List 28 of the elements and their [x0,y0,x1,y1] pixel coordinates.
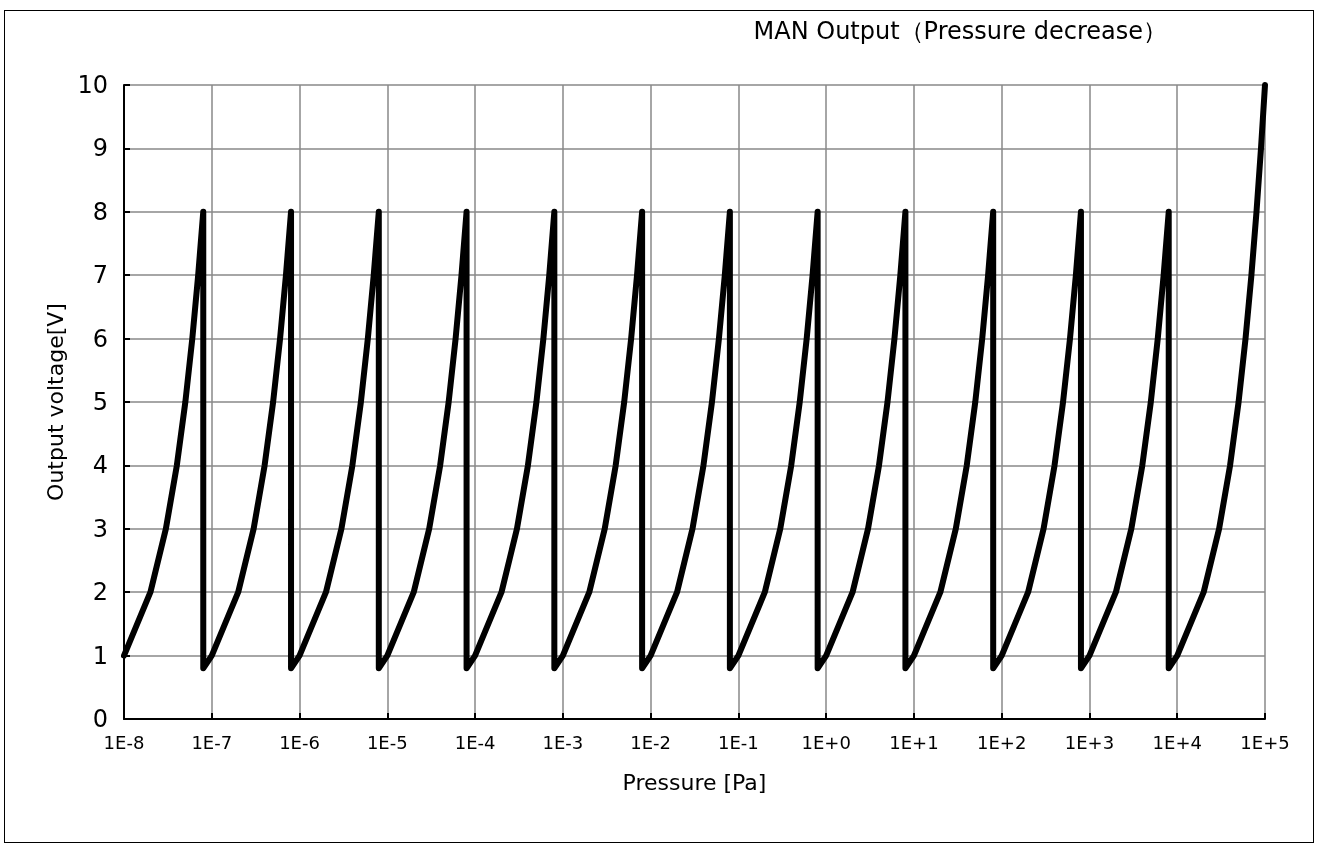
x-tick-label: 1E-4 [454,731,496,753]
x-tick-label: 1E-7 [191,731,233,753]
y-tick-label: 2 [92,578,108,607]
y-axis-title: Output voltage[V] [43,303,69,501]
x-tick-label: 1E-2 [630,731,672,753]
y-tick-label: 9 [92,134,108,163]
x-tick-label: 1E-1 [717,731,759,753]
y-tick-label: 0 [92,705,108,733]
y-tick-label: 5 [92,388,108,416]
y-tick-label: 1 [92,641,108,670]
chart-title: MAN Output（Pressure decrease） [753,17,1168,45]
y-tick-label: 3 [92,514,108,543]
x-tick-label: 1E-6 [279,731,320,753]
x-tick-label: 1E+2 [977,731,1027,753]
x-tick-label: 1E+1 [889,731,939,753]
y-tick-label: 10 [77,71,108,99]
x-tick-label: 1E+0 [801,731,851,753]
x-tick-label: 1E+4 [1152,731,1202,753]
x-tick-label: 1E-5 [366,731,408,753]
x-tick-label: 1E-8 [103,731,145,753]
y-tick-label: 8 [92,197,108,226]
y-tick-label: 4 [92,451,108,480]
y-tick-label: 6 [92,324,108,353]
x-tick-label: 1E+5 [1240,731,1290,753]
y-tick-label: 7 [92,261,108,290]
x-tick-label: 1E+3 [1064,731,1115,753]
x-axis-title: Pressure [Pa] [622,769,767,795]
x-tick-label: 1E-3 [542,731,584,753]
